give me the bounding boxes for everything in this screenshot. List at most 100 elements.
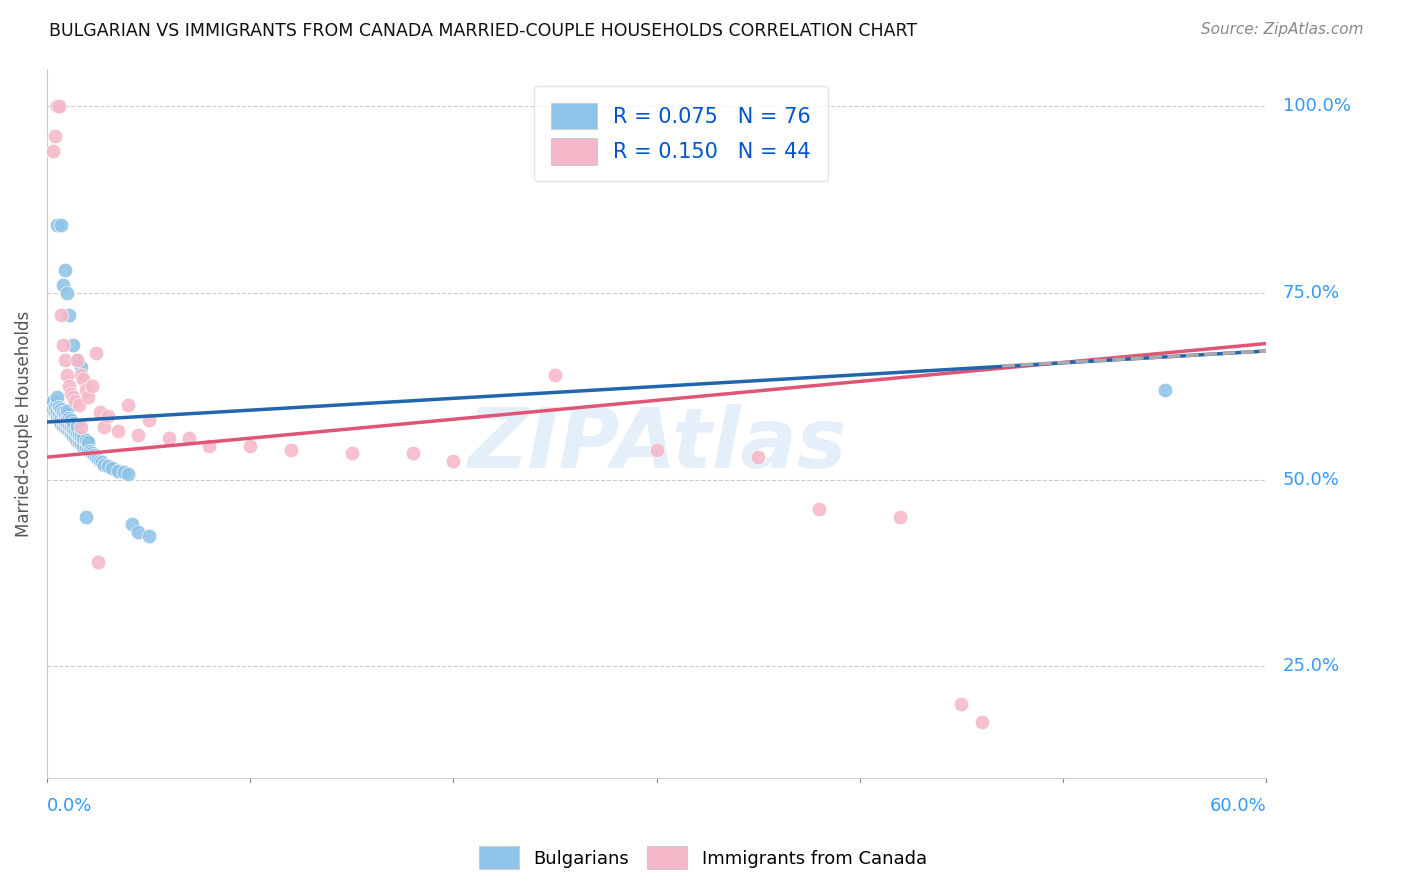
Point	[56, 410, 79, 425]
Point	[808, 502, 831, 516]
Point	[157, 432, 180, 446]
Point	[48, 407, 70, 421]
Point	[70, 368, 93, 382]
Point	[49, 219, 72, 233]
Legend: Bulgarians, Immigrants from Canada: Bulgarians, Immigrants from Canada	[471, 838, 935, 879]
Point	[53, 420, 76, 434]
Point	[544, 368, 567, 382]
Point	[62, 390, 84, 404]
Point	[121, 517, 143, 532]
Point	[44, 128, 66, 143]
Point	[53, 414, 76, 428]
Point	[52, 278, 75, 293]
Point	[67, 435, 90, 450]
Point	[970, 715, 993, 730]
Point	[46, 409, 69, 423]
Point	[127, 524, 149, 539]
Point	[48, 413, 70, 427]
Point	[56, 368, 79, 382]
Point	[60, 413, 83, 427]
Point	[53, 263, 76, 277]
Point	[1153, 383, 1175, 397]
Point	[49, 308, 72, 322]
Point	[49, 401, 72, 416]
Point	[72, 439, 94, 453]
Point	[58, 379, 80, 393]
Point	[53, 353, 76, 368]
Point	[58, 308, 80, 322]
Point	[645, 442, 668, 457]
Point	[66, 426, 89, 441]
Point	[75, 383, 97, 397]
Point	[48, 400, 70, 414]
Point	[65, 432, 87, 446]
Point	[89, 405, 111, 419]
Point	[93, 420, 115, 434]
Point	[83, 448, 105, 462]
Point	[75, 441, 97, 455]
Point	[747, 450, 769, 464]
Point	[58, 424, 80, 438]
Point	[46, 404, 69, 418]
Text: 100.0%: 100.0%	[1282, 97, 1351, 115]
Point	[239, 439, 262, 453]
Point	[101, 461, 124, 475]
Point	[76, 390, 98, 404]
Point	[46, 99, 69, 113]
Point	[49, 410, 72, 425]
Point	[46, 219, 69, 233]
Point	[117, 467, 139, 481]
Point	[93, 458, 115, 472]
Point	[70, 436, 93, 450]
Point	[66, 434, 89, 448]
Point	[107, 464, 129, 478]
Point	[117, 398, 139, 412]
Point	[52, 338, 75, 352]
Point	[950, 697, 973, 711]
Point	[53, 407, 76, 421]
Point	[42, 394, 65, 409]
Point	[84, 450, 107, 464]
Point	[80, 379, 103, 393]
Point	[62, 338, 84, 352]
Point	[86, 451, 108, 466]
Point	[70, 420, 93, 434]
Point	[80, 446, 103, 460]
Text: 60.0%: 60.0%	[1209, 797, 1267, 815]
Text: 0.0%: 0.0%	[46, 797, 93, 815]
Point	[58, 411, 80, 425]
Point	[89, 454, 111, 468]
Point	[60, 420, 83, 434]
Point	[62, 429, 84, 443]
Point	[340, 446, 363, 460]
Text: 50.0%: 50.0%	[1282, 471, 1340, 489]
Text: 25.0%: 25.0%	[1282, 657, 1340, 675]
Point	[56, 422, 79, 436]
Point	[58, 417, 80, 432]
Point	[97, 459, 120, 474]
Point	[441, 454, 464, 468]
Point	[75, 510, 97, 524]
Point	[889, 510, 911, 524]
Point	[66, 418, 89, 433]
Point	[127, 427, 149, 442]
Text: Source: ZipAtlas.com: Source: ZipAtlas.com	[1201, 22, 1364, 37]
Text: 75.0%: 75.0%	[1282, 284, 1340, 301]
Point	[67, 427, 90, 442]
Point	[75, 433, 97, 447]
Point	[44, 400, 66, 414]
Point	[60, 426, 83, 441]
Point	[138, 528, 160, 542]
Point	[66, 353, 89, 368]
Point	[76, 442, 98, 457]
Point	[65, 394, 87, 409]
Text: ZIPAtlas: ZIPAtlas	[467, 404, 846, 485]
Y-axis label: Married-couple Households: Married-couple Households	[15, 310, 32, 537]
Point	[79, 444, 101, 458]
Point	[49, 417, 72, 431]
Point	[56, 404, 79, 418]
Point	[66, 353, 89, 368]
Point	[67, 398, 90, 412]
Point	[52, 405, 75, 419]
Point	[138, 413, 160, 427]
